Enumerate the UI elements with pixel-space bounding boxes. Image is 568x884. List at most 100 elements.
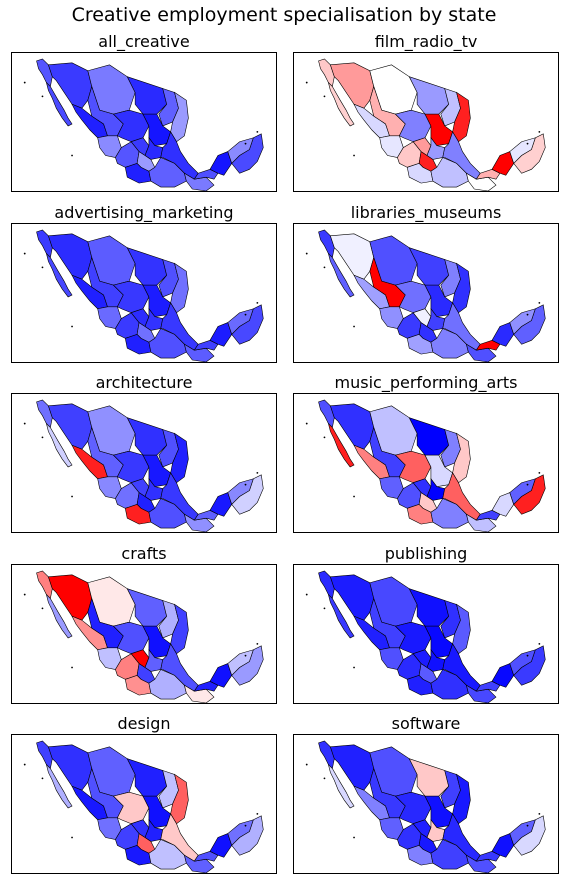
island-marker [256, 812, 259, 815]
map-panel-software: software [293, 714, 559, 874]
state-region [327, 763, 355, 809]
island-marker [71, 325, 73, 328]
state-region [513, 815, 546, 856]
choropleth-map [305, 740, 546, 873]
state-region [231, 133, 264, 174]
panel-title: all_creative [98, 32, 190, 51]
state-region [36, 740, 53, 770]
island-marker [538, 471, 541, 474]
map-frame [11, 52, 277, 192]
state-region [426, 307, 446, 331]
choropleth-map [23, 570, 264, 703]
state-region [148, 839, 187, 870]
island-marker [71, 836, 73, 839]
island-marker [244, 483, 247, 486]
island-marker [538, 642, 541, 645]
state-region [45, 593, 73, 639]
map-frame [293, 223, 559, 363]
state-region [36, 570, 53, 600]
state-region [327, 81, 355, 127]
island-marker [256, 471, 259, 474]
choropleth-map [23, 58, 264, 191]
island-marker [41, 777, 44, 780]
map-panel-architecture: architecture [11, 373, 277, 533]
panel-title: film_radio_tv [374, 32, 478, 51]
map-panel-publishing: publishing [293, 544, 559, 704]
island-marker [71, 666, 73, 669]
island-marker [71, 495, 73, 498]
island-marker [353, 325, 355, 328]
state-region [430, 839, 469, 870]
island-marker [41, 95, 44, 98]
state-region [430, 328, 469, 359]
island-marker [305, 593, 308, 596]
panel-title: music_performing_arts [334, 373, 518, 392]
map-frame [293, 734, 559, 874]
island-marker [353, 154, 355, 157]
choropleth-map [305, 58, 546, 191]
choropleth-map [305, 570, 546, 703]
island-marker [256, 642, 259, 645]
island-marker [353, 836, 355, 839]
state-region [36, 58, 53, 88]
choropleth-map [23, 229, 264, 362]
map-panel-all-creative: all_creative [11, 32, 277, 192]
island-marker [305, 763, 308, 766]
panel-title: design [117, 714, 171, 733]
island-marker [353, 666, 355, 669]
island-marker [23, 422, 26, 425]
island-marker [41, 266, 44, 269]
state-region [36, 399, 53, 429]
panel-title: advertising_marketing [54, 203, 234, 222]
state-region [45, 422, 73, 468]
panel-title: publishing [384, 544, 468, 563]
island-marker [305, 252, 308, 255]
island-marker [323, 436, 326, 439]
state-region [430, 157, 469, 188]
state-region [318, 399, 335, 429]
state-region [513, 304, 546, 345]
choropleth-map [305, 399, 546, 532]
map-panel-film-radio-tv: film_radio_tv [293, 32, 559, 192]
island-marker [244, 824, 247, 827]
state-region [148, 498, 187, 529]
state-region [45, 252, 73, 298]
island-marker [526, 824, 529, 827]
map-frame [11, 734, 277, 874]
state-region [318, 58, 335, 88]
island-marker [71, 154, 73, 157]
island-marker [244, 654, 247, 657]
island-marker [305, 422, 308, 425]
island-marker [305, 81, 308, 84]
choropleth-map [23, 399, 264, 532]
island-marker [23, 593, 26, 596]
map-panel-crafts: crafts [11, 544, 277, 704]
island-marker [41, 436, 44, 439]
map-frame [11, 393, 277, 533]
island-marker [353, 495, 355, 498]
state-region [513, 133, 546, 174]
island-marker [323, 607, 326, 610]
figure-title: Creative employment specialisation by st… [71, 4, 497, 26]
state-region [426, 477, 446, 501]
state-region [426, 818, 446, 842]
island-marker [23, 81, 26, 84]
state-region [231, 474, 264, 515]
state-region [231, 304, 264, 345]
state-region [430, 669, 469, 700]
island-marker [526, 654, 529, 657]
state-region [144, 818, 164, 842]
map-frame [293, 52, 559, 192]
state-region [144, 477, 164, 501]
state-region [327, 252, 355, 298]
map-panel-libraries-museums: libraries_museums [293, 203, 559, 363]
state-region [45, 763, 73, 809]
state-region [513, 474, 546, 515]
panel-title: crafts [121, 544, 167, 563]
state-region [513, 645, 546, 686]
map-panel-advertising-marketing: advertising_marketing [11, 203, 277, 363]
island-marker [323, 95, 326, 98]
state-region [318, 229, 335, 259]
island-marker [526, 313, 529, 316]
island-marker [526, 483, 529, 486]
